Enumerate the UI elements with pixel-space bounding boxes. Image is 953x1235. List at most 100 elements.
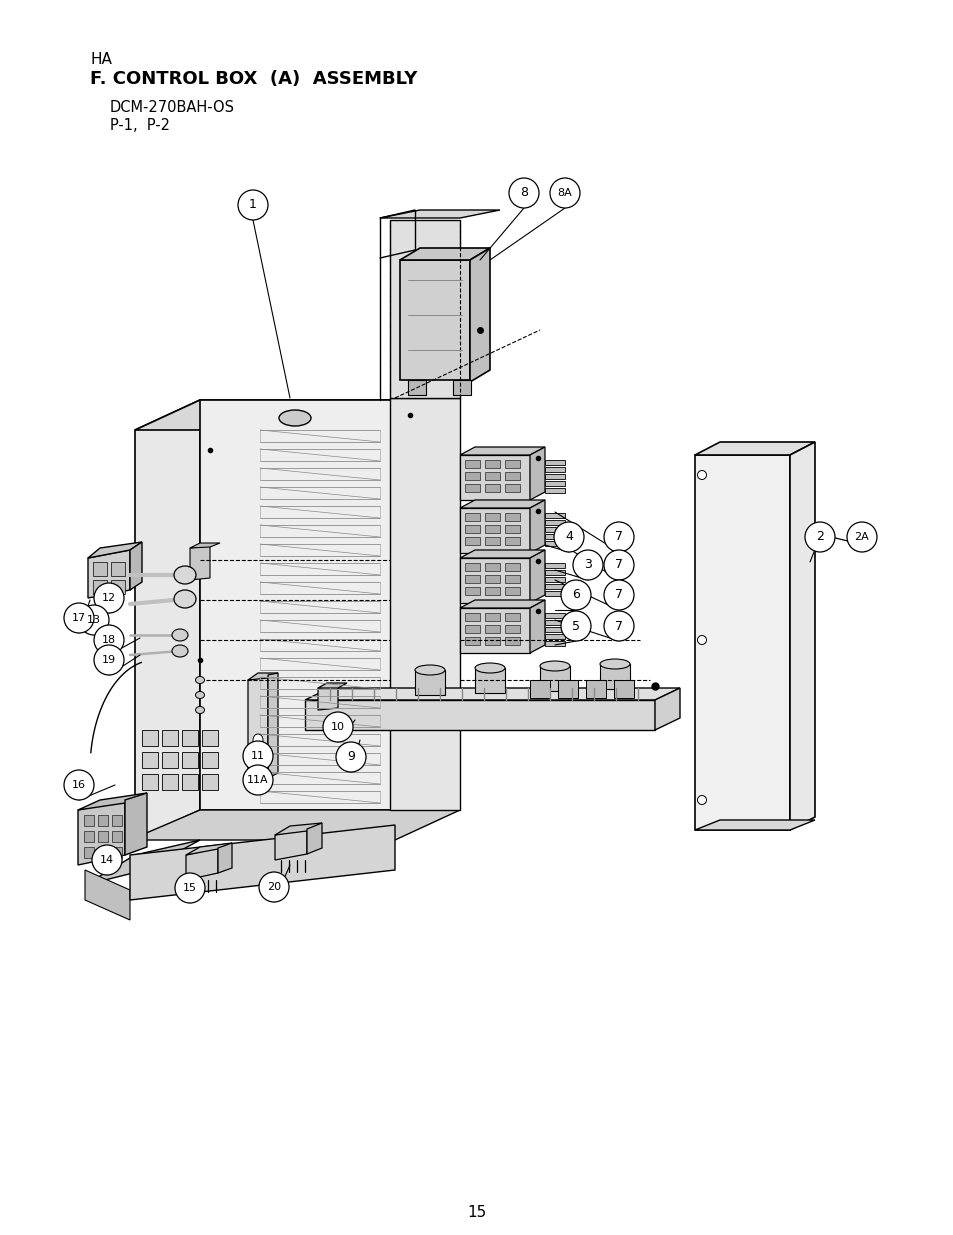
Ellipse shape (94, 625, 124, 655)
Ellipse shape (550, 178, 579, 207)
Polygon shape (274, 829, 307, 860)
Polygon shape (544, 488, 564, 493)
Polygon shape (182, 774, 198, 790)
Polygon shape (111, 562, 125, 576)
Polygon shape (202, 730, 218, 746)
Polygon shape (464, 563, 479, 571)
Text: 12: 12 (102, 593, 116, 603)
Polygon shape (248, 673, 277, 680)
Polygon shape (544, 577, 564, 582)
Polygon shape (464, 459, 479, 468)
Polygon shape (484, 525, 499, 534)
Text: 7: 7 (615, 589, 622, 601)
Ellipse shape (573, 550, 602, 580)
Ellipse shape (603, 611, 634, 641)
Polygon shape (307, 823, 322, 853)
Ellipse shape (195, 692, 204, 699)
Polygon shape (399, 248, 490, 261)
Polygon shape (464, 613, 479, 621)
Polygon shape (317, 685, 337, 710)
Polygon shape (459, 500, 544, 508)
Polygon shape (88, 542, 142, 558)
Polygon shape (544, 641, 564, 646)
Text: 9: 9 (347, 751, 355, 763)
Polygon shape (544, 527, 564, 532)
Polygon shape (88, 550, 130, 598)
Ellipse shape (91, 845, 122, 876)
Ellipse shape (475, 663, 504, 673)
Text: 8: 8 (519, 186, 527, 200)
Ellipse shape (195, 706, 204, 714)
Text: 20: 20 (267, 882, 281, 892)
Ellipse shape (846, 522, 876, 552)
Text: 7: 7 (615, 620, 622, 632)
Polygon shape (390, 398, 459, 810)
Polygon shape (162, 774, 178, 790)
Polygon shape (470, 248, 490, 382)
Polygon shape (85, 869, 130, 920)
Polygon shape (98, 847, 108, 858)
Polygon shape (475, 668, 504, 693)
Ellipse shape (603, 522, 634, 552)
Polygon shape (186, 848, 218, 881)
Polygon shape (190, 543, 220, 548)
Polygon shape (464, 625, 479, 634)
Polygon shape (504, 472, 519, 480)
Polygon shape (399, 261, 470, 380)
Polygon shape (544, 613, 564, 618)
Polygon shape (459, 608, 530, 653)
Text: 2A: 2A (854, 532, 868, 542)
Text: 1: 1 (249, 199, 256, 211)
Ellipse shape (172, 645, 188, 657)
Ellipse shape (697, 471, 706, 479)
Polygon shape (544, 571, 564, 576)
Ellipse shape (64, 603, 94, 634)
Polygon shape (614, 680, 634, 698)
Polygon shape (530, 550, 544, 603)
Polygon shape (268, 673, 277, 778)
Ellipse shape (335, 742, 366, 772)
Polygon shape (135, 400, 200, 840)
Polygon shape (305, 700, 655, 730)
Text: 15: 15 (183, 883, 196, 893)
Polygon shape (78, 793, 147, 810)
Polygon shape (464, 525, 479, 534)
Polygon shape (190, 546, 210, 580)
Text: P-1,  P-2: P-1, P-2 (110, 119, 170, 133)
Polygon shape (186, 844, 232, 855)
Text: 7: 7 (615, 531, 622, 543)
Polygon shape (539, 666, 569, 692)
Text: HA: HA (90, 52, 112, 67)
Text: 19: 19 (102, 655, 116, 664)
Polygon shape (504, 525, 519, 534)
Polygon shape (530, 680, 550, 698)
Polygon shape (544, 627, 564, 632)
Polygon shape (464, 484, 479, 492)
Polygon shape (200, 400, 459, 810)
Polygon shape (484, 537, 499, 545)
Polygon shape (544, 474, 564, 479)
Polygon shape (459, 454, 530, 500)
Polygon shape (130, 825, 395, 900)
Polygon shape (453, 380, 471, 395)
Ellipse shape (258, 872, 289, 902)
Polygon shape (530, 500, 544, 553)
Ellipse shape (603, 550, 634, 580)
Polygon shape (530, 447, 544, 500)
Text: 7: 7 (615, 558, 622, 572)
Polygon shape (655, 688, 679, 730)
Polygon shape (459, 508, 530, 553)
Polygon shape (162, 730, 178, 746)
Ellipse shape (603, 580, 634, 610)
Polygon shape (379, 210, 499, 219)
Polygon shape (484, 576, 499, 583)
Polygon shape (98, 831, 108, 842)
Polygon shape (459, 558, 530, 603)
Polygon shape (84, 831, 94, 842)
Ellipse shape (253, 734, 263, 746)
Polygon shape (544, 620, 564, 625)
Ellipse shape (697, 795, 706, 804)
Text: 18: 18 (102, 635, 116, 645)
Polygon shape (305, 688, 679, 700)
Ellipse shape (323, 713, 353, 742)
